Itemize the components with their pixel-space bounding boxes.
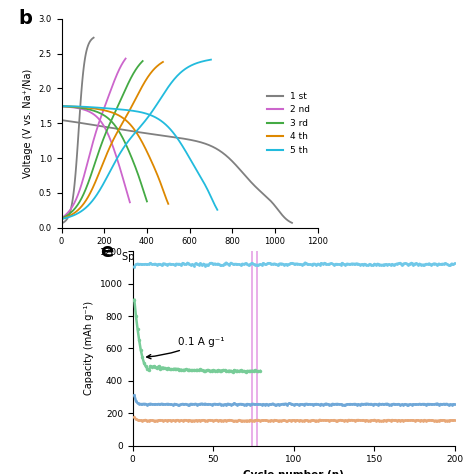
X-axis label: Cycle number (n): Cycle number (n): [244, 470, 344, 474]
Legend: 1 st, 2 nd, 3 rd, 4 th, 5 th: 1 st, 2 nd, 3 rd, 4 th, 5 th: [264, 89, 313, 157]
Y-axis label: Voltage (V vs. Na⁺/Na): Voltage (V vs. Na⁺/Na): [23, 69, 33, 178]
X-axis label: Specific Capacity (mAh g⁻¹): Specific Capacity (mAh g⁻¹): [122, 252, 257, 262]
Text: e: e: [100, 242, 114, 261]
Y-axis label: Capacity (mAh g⁻¹): Capacity (mAh g⁻¹): [84, 301, 94, 395]
Text: 0.1 A g⁻¹: 0.1 A g⁻¹: [147, 337, 224, 359]
Text: b: b: [18, 9, 32, 27]
